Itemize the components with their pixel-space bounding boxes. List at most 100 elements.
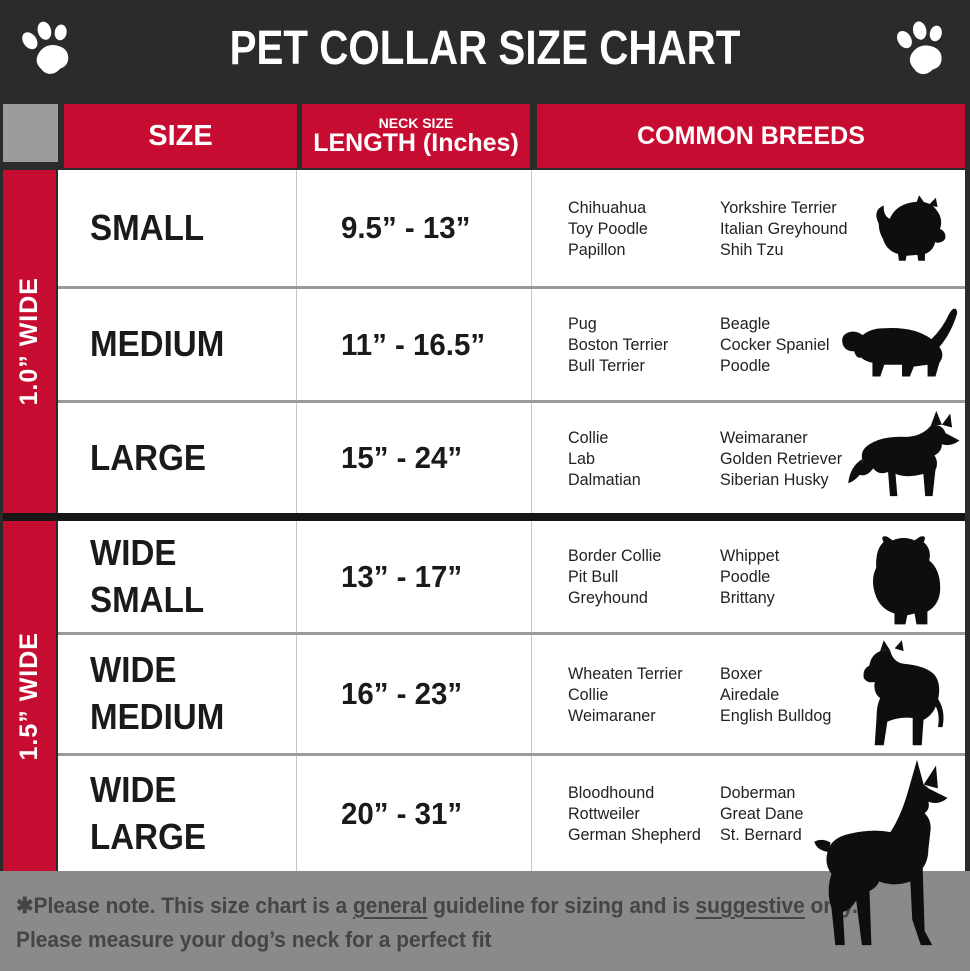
breed-name: Dalmatian [568,469,641,489]
size-cell: MEDIUM [58,289,297,400]
column-header-size: SIZE [64,104,297,168]
breeds-column-b: Whippet Poodle Brittany [720,545,872,608]
table-row-small: SMALL 9.5” - 13” Chihuahua Toy Poodle Pa… [58,170,965,286]
breed-name: Poodle [720,567,771,586]
table-row-medium: MEDIUM 11” - 16.5” Pug Boston Terrier Bu… [58,286,965,400]
footer-text: guideline for sizing and is [427,893,696,918]
paw-icon [22,21,69,74]
length-value: 9.5” - 13” [341,210,471,245]
width-band-1-inch: 1.0” WIDE [3,170,56,513]
breed-name: Airedale [720,684,780,704]
breed-name: Wheaten Terrier [568,663,683,683]
breed-name: Beagle [720,314,771,333]
breed-name: Boxer [720,663,763,683]
breeds-column-b: Beagle Cocker Spaniel Poodle [720,313,872,376]
breed-name: Pit Bull [568,567,619,586]
width-band-1p5-inch-label: 1.5” WIDE [15,631,43,761]
footer-asterisk: ✱ [16,893,34,918]
size-label: SMALL [90,206,205,248]
breed-name: Bull Terrier [568,356,645,375]
column-header-breeds-label: COMMON BREEDS [637,121,865,150]
bulldog-silhouette-icon [873,536,941,625]
breeds-column-b: Boxer Airedale English Bulldog [720,663,872,726]
length-cell: 15” - 24” [297,403,532,513]
breed-name: Yorkshire Terrier [720,197,837,217]
breed-name: Rottweiler [568,804,640,823]
breed-name: Brittany [720,588,775,607]
beagle-silhouette-icon [842,308,958,377]
table-row-large: LARGE 15” - 24” Collie Lab Dalmatian Wei… [58,400,965,513]
pit-bull-silhouette-icon [863,640,944,746]
column-header-length: NECK SIZE LENGTH (Inches) [302,104,530,168]
column-header-breeds: COMMON BREEDS [537,104,965,168]
length-value: 20” - 31” [341,795,463,831]
size-cell: WIDE LARGE [58,756,297,871]
breeds-column-b: Weimaraner Golden Retriever Siberian Hus… [720,427,872,490]
breed-name: English Bulldog [720,705,832,725]
pomeranian-silhouette-icon [876,195,946,261]
breeds-column-a: Wheaten Terrier Collie Weimaraner [568,663,712,726]
length-value: 11” - 16.5” [341,326,486,362]
column-header-necksize-label: NECK SIZE [378,114,454,131]
breed-name: St. Bernard [720,825,802,844]
breed-name: Greyhound [568,588,648,607]
size-label: WIDE SMALL [90,531,205,620]
breed-name: Cocker Spaniel [720,335,830,354]
length-cell: 13” - 17” [297,521,532,632]
breed-name: Pug [568,314,597,333]
rows-group-1-inch: SMALL 9.5” - 13” Chihuahua Toy Poodle Pa… [58,170,965,513]
breed-name: Weimaraner [720,427,808,447]
breed-name: Bloodhound [568,783,655,802]
breed-name: Papillon [568,239,626,259]
breeds-column-a: Collie Lab Dalmatian [568,427,712,490]
length-cell: 20” - 31” [297,756,532,871]
breed-name: Collie [568,427,609,447]
footer-note-line1: ✱Please note. This size chart is a gener… [16,893,858,919]
width-band-1-inch-label: 1.0” WIDE [15,277,43,406]
length-value: 16” - 23” [341,676,463,711]
size-cell: LARGE [58,403,297,513]
breed-name: Border Collie [568,546,662,565]
size-cell: WIDE MEDIUM [58,635,297,753]
footer-text: Please note. This size chart is a [33,893,353,918]
breed-name: Toy Poodle [568,218,648,238]
breed-name: Whippet [720,546,780,565]
width-band-1p5-inch: 1.5” WIDE [3,521,56,871]
length-value: 13” - 17” [341,558,463,594]
breed-name: Doberman [720,783,796,802]
length-cell: 11” - 16.5” [297,289,532,400]
footer-note-line2: Please measure your dog’s neck for a per… [16,927,492,952]
breed-name: Boston Terrier [568,335,669,354]
group-divider [3,513,965,521]
paw-icon [897,21,942,75]
size-label: WIDE LARGE [90,768,206,857]
breeds-cell: Wheaten Terrier Collie Weimaraner Boxer … [532,635,965,753]
breed-name: Chihuahua [568,197,647,217]
breed-name: Collie [568,684,609,704]
footer-note: ✱Please note. This size chart is a gener… [0,871,970,971]
size-label: WIDE MEDIUM [90,649,225,737]
breeds-column-a: Bloodhound Rottweiler German Shepherd [568,782,712,845]
breed-name: Great Dane [720,804,804,823]
page-header: PET COLLAR SIZE CHART [0,0,970,97]
breeds-column-a: Border Collie Pit Bull Greyhound [568,545,712,608]
table-row-wide-small: WIDE SMALL 13” - 17” Border Collie Pit B… [58,521,965,632]
column-header-size-label: SIZE [148,119,213,152]
table-row-wide-large: WIDE LARGE 20” - 31” Bloodhound Rottweil… [58,753,965,946]
breeds-cell: Pug Boston Terrier Bull Terrier Beagle C… [532,289,965,400]
length-cell: 9.5” - 13” [297,170,532,286]
size-label: MEDIUM [90,323,225,365]
size-cell: WIDE SMALL [58,521,297,632]
breeds-cell: Bloodhound Rottweiler German Shepherd Do… [532,756,965,946]
breeds-cell: Border Collie Pit Bull Greyhound Whippet… [532,521,965,632]
table-corner-spacer [3,104,58,162]
breed-name: Poodle [720,356,771,375]
column-header-length-label: LENGTH (Inches) [313,129,519,158]
footer-underlined-word: suggestive [695,893,805,918]
breeds-cell: Chihuahua Toy Poodle Papillon Yorkshire … [532,170,965,286]
breeds-column-b: Doberman Great Dane St. Bernard [720,782,872,845]
doberman-silhouette-icon [814,759,948,946]
rows-group-1p5-inch: WIDE SMALL 13” - 17” Border Collie Pit B… [58,521,965,946]
breeds-column-a: Chihuahua Toy Poodle Papillon [568,197,712,260]
breed-name: Lab [568,448,595,468]
